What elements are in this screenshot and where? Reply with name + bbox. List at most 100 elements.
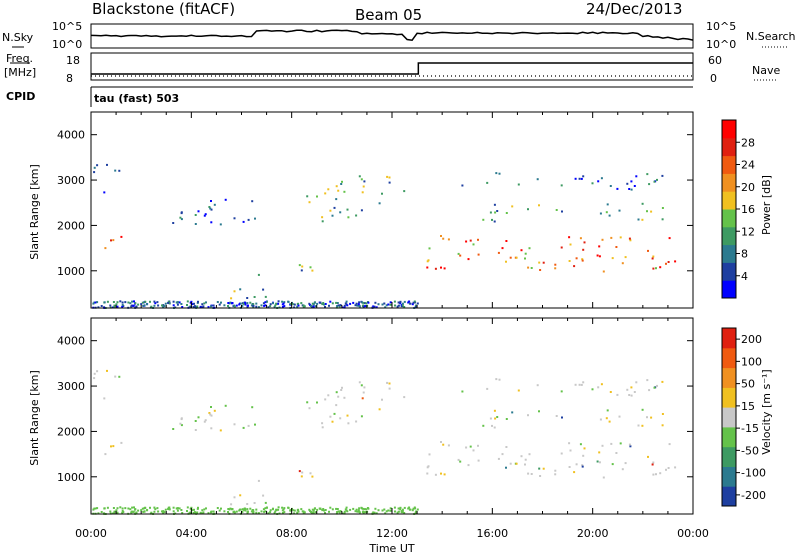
velocity-data-point <box>181 512 184 514</box>
velocity-data-point <box>626 388 629 391</box>
velocity-data-point <box>399 508 402 511</box>
velocity-data-point <box>112 507 115 509</box>
velocity-data-point <box>389 509 392 512</box>
power-data-point <box>224 198 227 201</box>
power-data-point <box>212 304 215 307</box>
velocity-data-point <box>346 510 349 513</box>
power-data-point <box>621 262 624 265</box>
velocity-data-point <box>472 449 475 452</box>
power-data-point <box>363 302 366 305</box>
velocity-data-point <box>204 419 207 422</box>
power-data-point <box>667 261 670 263</box>
velocity-data-point <box>302 512 305 515</box>
power-data-point <box>495 172 498 175</box>
velocity-data-point <box>193 508 195 511</box>
power-data-point <box>233 290 236 293</box>
velocity-data-point <box>457 458 460 461</box>
power-data-point <box>180 211 183 214</box>
velocity-data-point <box>343 510 346 513</box>
velocity-data-point <box>205 507 207 510</box>
velocity-data-point <box>579 443 582 446</box>
velocity-data-point <box>262 508 265 511</box>
velocity-data-point <box>252 509 255 512</box>
power-data-point <box>319 301 322 304</box>
power-ylabel: Slant Range [km] <box>28 164 41 260</box>
power-data-point <box>113 304 116 307</box>
nsky-label: N.Sky <box>2 31 34 44</box>
power-data-point <box>252 303 255 306</box>
power-data-point <box>247 218 250 221</box>
colorbar-segment <box>722 446 736 467</box>
velocity-data-point <box>144 506 147 509</box>
power-data-point <box>578 177 581 180</box>
power-data-point <box>527 266 530 269</box>
velocity-data-point <box>465 446 468 449</box>
power-data-point <box>560 246 563 249</box>
velocity-data-point <box>302 510 305 513</box>
velocity-data-point <box>367 507 370 510</box>
power-data-point <box>140 303 143 306</box>
power-data-point <box>336 305 339 307</box>
power-data-point <box>277 300 280 303</box>
power-data-point <box>388 181 391 184</box>
velocity-data-point <box>339 510 342 513</box>
power-data-point <box>97 306 100 309</box>
power-data-point <box>197 210 200 213</box>
velocity-data-point <box>401 508 404 511</box>
power-data-point <box>154 302 157 305</box>
power-data-point <box>403 300 406 303</box>
velocity-data-point <box>194 420 197 422</box>
colorbar-tick-label: 4 <box>741 270 748 283</box>
velocity-data-point <box>407 507 410 510</box>
power-data-point <box>322 302 325 304</box>
power-data-point <box>600 177 603 180</box>
velocity-data-point <box>609 391 612 393</box>
velocity-data-point <box>244 509 247 512</box>
power-data-point <box>629 239 632 242</box>
colorbar-segment <box>722 244 736 263</box>
power-data-point <box>646 173 649 176</box>
velocity-data-point <box>653 386 656 389</box>
velocity-data-point <box>629 445 632 448</box>
velocity-data-point <box>667 467 670 469</box>
power-data-point <box>524 252 527 255</box>
velocity-data-point <box>255 508 258 511</box>
power-data-point <box>269 305 272 308</box>
velocity-data-point <box>121 511 124 514</box>
velocity-data-point <box>203 508 206 511</box>
power-data-point <box>573 265 576 268</box>
power-data-point <box>377 303 380 306</box>
velocity-data-point <box>606 409 609 412</box>
colorbar-tick-label: -50 <box>741 444 759 457</box>
power-data-point <box>146 303 148 306</box>
power-data-point <box>505 212 508 214</box>
velocity-data-point <box>129 508 132 511</box>
velocity-data-point <box>323 509 325 512</box>
velocity-data-point <box>524 463 526 466</box>
velocity-data-point <box>619 442 622 445</box>
power-data-point <box>112 301 115 303</box>
power-data-point <box>339 211 342 214</box>
power-data-point <box>321 303 324 306</box>
velocity-data-point <box>597 386 600 389</box>
power-data-point <box>302 306 305 309</box>
power-data-point <box>264 304 267 307</box>
velocity-data-point <box>568 466 571 468</box>
velocity-data-point <box>661 424 664 427</box>
velocity-data-point <box>493 409 496 412</box>
velocity-data-point <box>357 509 360 512</box>
velocity-data-point <box>224 404 227 407</box>
power-data-point <box>489 211 492 214</box>
velocity-data-point <box>656 384 658 387</box>
velocity-data-point <box>132 510 135 513</box>
velocity-data-point <box>389 507 392 510</box>
velocity-data-point <box>397 507 400 510</box>
velocity-data-point <box>536 384 539 387</box>
velocity-data-point <box>528 453 531 456</box>
velocity-data-point <box>97 512 100 515</box>
velocity-data-point <box>127 507 130 510</box>
velocity-data-point <box>339 417 342 420</box>
colorbar-tick-label: 24 <box>741 159 755 172</box>
power-data-point <box>157 304 160 307</box>
velocity-data-point <box>335 391 338 394</box>
